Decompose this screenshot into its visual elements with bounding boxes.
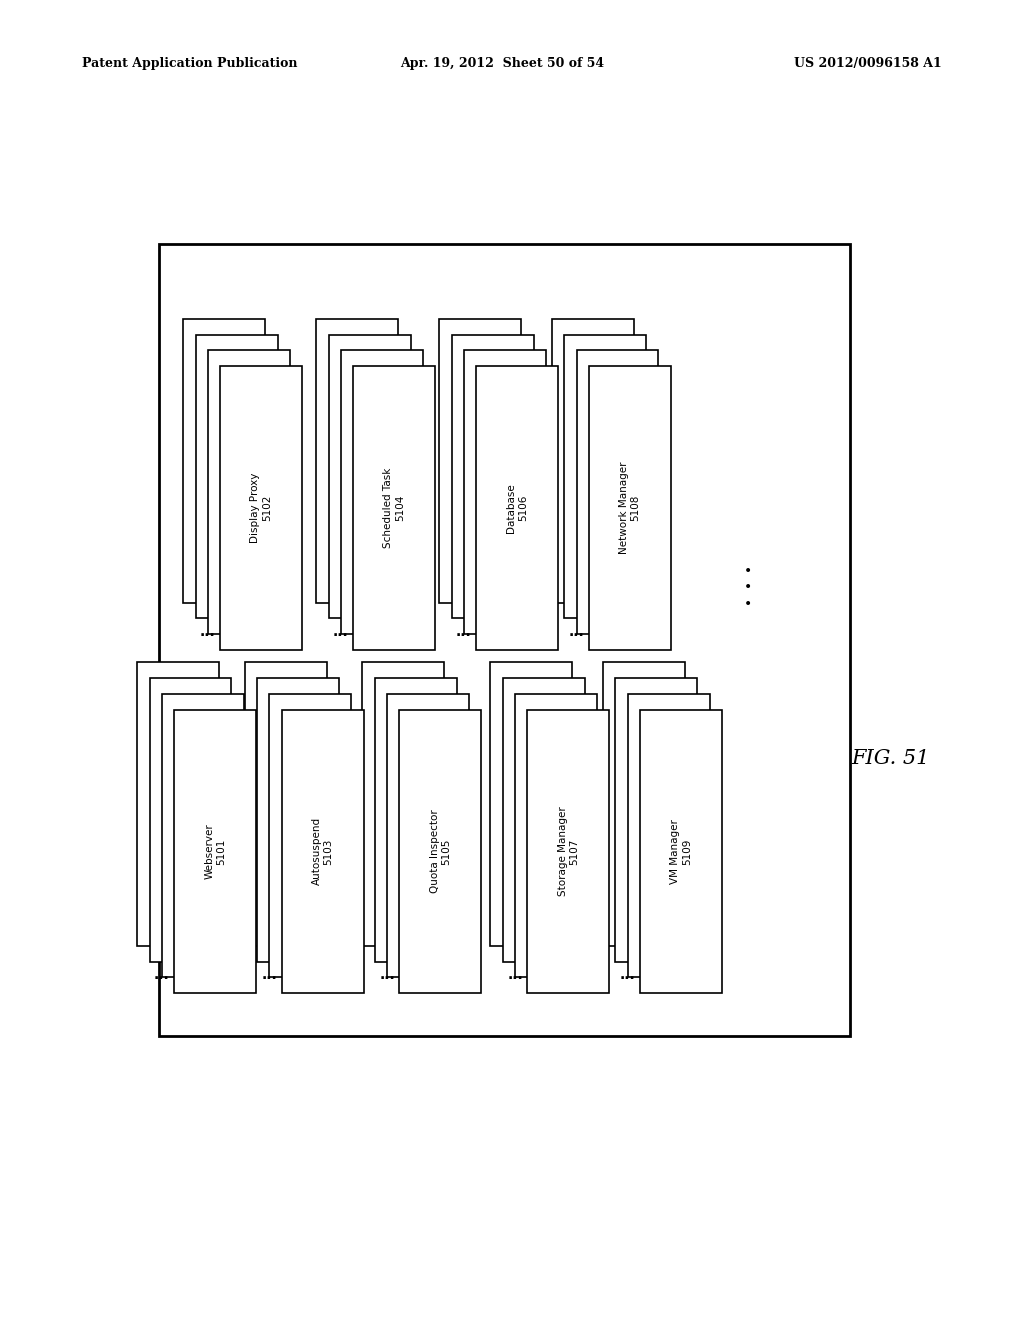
Bar [269,694,351,977]
Text: Network Manager
5108: Network Manager 5108 [618,462,641,554]
Bar [245,663,327,945]
Bar [282,710,364,993]
Bar [490,663,572,945]
Text: VM Manager
5109: VM Manager 5109 [670,818,692,884]
Bar [174,710,256,993]
Bar [196,335,278,618]
Text: ...: ... [154,968,170,982]
Text: ...: ... [456,624,472,639]
Bar [515,694,597,977]
Text: Apr. 19, 2012  Sheet 50 of 54: Apr. 19, 2012 Sheet 50 of 54 [399,57,604,70]
Bar [464,351,546,635]
Bar [137,663,219,945]
Bar [503,678,585,961]
Bar [162,694,244,977]
Bar [150,678,231,961]
Bar [615,678,697,961]
Bar [220,367,302,651]
Bar [603,663,685,945]
Bar [159,244,850,1036]
Bar [452,335,534,618]
Text: ...: ... [507,968,523,982]
Text: Display Proxy
5102: Display Proxy 5102 [250,473,272,544]
Text: FIG. 51: FIG. 51 [852,750,930,768]
Bar [316,319,398,602]
Text: Autosuspend
5103: Autosuspend 5103 [311,817,334,886]
Text: Patent Application Publication: Patent Application Publication [82,57,297,70]
Bar [577,351,658,635]
Bar [439,319,521,602]
Bar [362,663,444,945]
Text: ...: ... [333,624,349,639]
Text: ...: ... [261,968,278,982]
Bar [476,367,558,651]
Text: ...: ... [379,968,395,982]
Bar [329,335,411,618]
Bar [257,678,339,961]
Text: ...: ... [200,624,216,639]
Bar [552,319,634,602]
Bar [387,694,469,977]
Text: US 2012/0096158 A1: US 2012/0096158 A1 [795,57,942,70]
Text: ...: ... [620,968,636,982]
Text: •
•
•: • • • [743,564,752,611]
Bar [628,694,710,977]
Bar [564,335,646,618]
Bar [640,710,722,993]
Bar [375,678,457,961]
Text: Scheduled Task
5104: Scheduled Task 5104 [383,469,406,548]
Text: Quota Inspector
5105: Quota Inspector 5105 [429,809,452,894]
Text: Database
5106: Database 5106 [506,483,528,533]
Bar [353,367,435,651]
Bar [527,710,609,993]
Bar [589,367,671,651]
Bar [399,710,481,993]
Text: Webserver
5101: Webserver 5101 [204,824,226,879]
Bar [341,351,423,635]
Text: ...: ... [568,624,585,639]
Bar [183,319,265,602]
Bar [208,351,290,635]
Text: Storage Manager
5107: Storage Manager 5107 [557,807,580,896]
